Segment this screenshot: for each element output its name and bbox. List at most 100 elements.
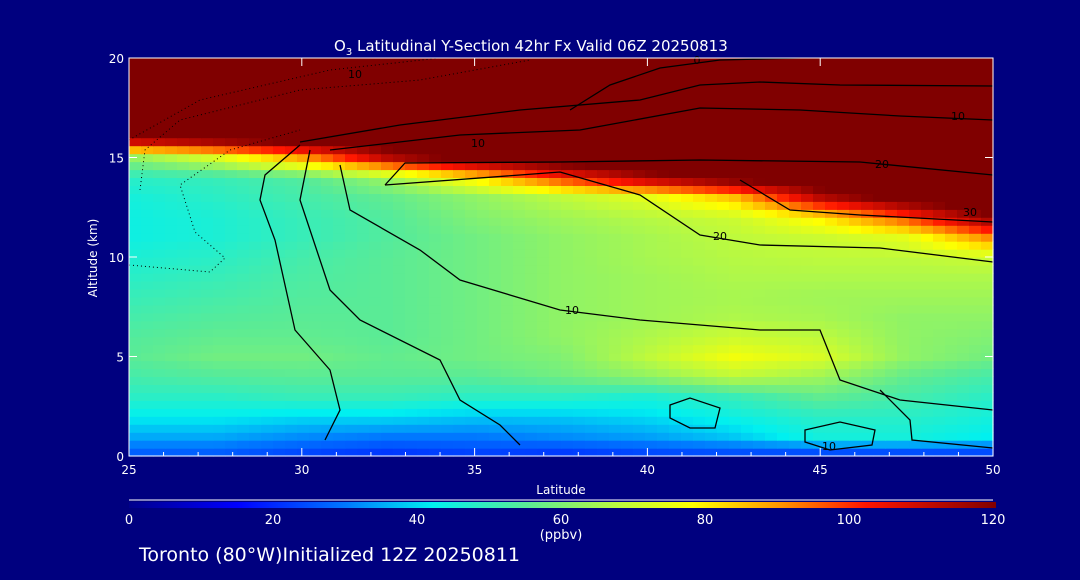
heatmap-cell xyxy=(837,89,850,99)
heatmap-cell xyxy=(357,153,370,163)
heatmap-cell xyxy=(969,153,982,163)
heatmap-cell xyxy=(261,209,274,218)
heatmap-cell xyxy=(225,400,238,409)
heatmap-cell xyxy=(429,241,442,250)
heatmap-cell xyxy=(393,408,406,417)
x-tick-label: 45 xyxy=(813,463,828,477)
heatmap-cell xyxy=(669,448,682,457)
heatmap-cell xyxy=(405,376,418,385)
heatmap-cell xyxy=(729,58,742,67)
heatmap-cell xyxy=(321,328,334,338)
heatmap-cell xyxy=(429,145,442,155)
heatmap-cell xyxy=(921,113,934,123)
heatmap-cell xyxy=(621,265,634,274)
heatmap-cell xyxy=(369,249,382,258)
heatmap-cell xyxy=(621,121,634,131)
heatmap-cell xyxy=(297,73,310,83)
heatmap-cell xyxy=(441,265,454,274)
heatmap-cell xyxy=(249,233,262,242)
heatmap-cell xyxy=(585,66,598,75)
heatmap-cell xyxy=(153,201,166,210)
heatmap-cell xyxy=(465,58,478,67)
heatmap-cell xyxy=(261,145,274,155)
heatmap-cell xyxy=(729,440,742,449)
heatmap-cell xyxy=(489,288,502,298)
heatmap-cell xyxy=(177,89,190,99)
heatmap-cell xyxy=(585,432,598,441)
heatmap-cell xyxy=(441,58,454,67)
heatmap-cell xyxy=(813,97,826,107)
heatmap-cell xyxy=(141,448,154,457)
heatmap-cell xyxy=(273,384,286,393)
heatmap-cell xyxy=(237,352,250,362)
heatmap-cell xyxy=(513,312,526,322)
heatmap-cell xyxy=(333,241,346,250)
heatmap-cell xyxy=(693,153,706,163)
heatmap-cell xyxy=(477,73,490,83)
heatmap-cell xyxy=(885,185,898,194)
heatmap-cell xyxy=(645,280,658,290)
heatmap-cell xyxy=(525,448,538,457)
heatmap-cell xyxy=(789,384,802,393)
heatmap-cell xyxy=(513,408,526,417)
heatmap-cell xyxy=(441,336,454,346)
heatmap-cell xyxy=(189,320,202,330)
heatmap-cell xyxy=(645,233,658,242)
heatmap-cell xyxy=(129,384,142,393)
heatmap-cell xyxy=(441,113,454,123)
heatmap-cell xyxy=(129,201,142,210)
heatmap-cell xyxy=(585,113,598,123)
heatmap-cell xyxy=(657,121,670,131)
heatmap-cell xyxy=(969,432,982,441)
heatmap-cell xyxy=(393,416,406,425)
heatmap-cell xyxy=(129,336,142,346)
heatmap-cell xyxy=(693,312,706,322)
heatmap-cell xyxy=(717,328,730,338)
heatmap-cell xyxy=(513,368,526,377)
heatmap-cell xyxy=(801,81,814,91)
heatmap-cell xyxy=(369,73,382,83)
heatmap-cell xyxy=(477,81,490,91)
heatmap-cell xyxy=(981,161,994,171)
heatmap-cell xyxy=(285,233,298,242)
heatmap-cell xyxy=(693,392,706,401)
heatmap-cell xyxy=(969,408,982,417)
dotted-contours xyxy=(128,57,531,273)
heatmap-cell xyxy=(645,352,658,362)
heatmap-cell xyxy=(405,145,418,155)
heatmap-cell xyxy=(897,304,910,314)
heatmap-cell xyxy=(657,328,670,338)
heatmap-cell xyxy=(261,201,274,210)
heatmap-cell xyxy=(789,66,802,75)
heatmap-cell xyxy=(933,89,946,99)
heatmap-cell xyxy=(633,392,646,401)
heatmap-cell xyxy=(213,416,226,425)
heatmap-cell xyxy=(537,161,550,171)
heatmap-cell xyxy=(345,193,358,202)
heatmap-cell xyxy=(909,360,922,370)
heatmap-cell xyxy=(609,201,622,210)
heatmap-cell xyxy=(465,66,478,75)
heatmap-cell xyxy=(309,416,322,425)
heatmap-cell xyxy=(885,352,898,362)
heatmap-cell xyxy=(753,233,766,242)
heatmap-cell xyxy=(885,97,898,107)
heatmap-cell xyxy=(957,416,970,425)
heatmap-cell xyxy=(285,58,298,67)
heatmap-cell xyxy=(645,344,658,354)
heatmap-cell xyxy=(681,376,694,385)
heatmap-cell xyxy=(729,448,742,457)
heatmap-cell xyxy=(285,352,298,362)
heatmap-cell xyxy=(225,201,238,210)
heatmap-cell xyxy=(969,105,982,115)
heatmap-cell xyxy=(957,193,970,202)
heatmap-cell xyxy=(225,416,238,425)
heatmap-cell xyxy=(561,328,574,338)
heatmap-cell xyxy=(345,368,358,377)
heatmap-cell xyxy=(609,249,622,258)
heatmap-cell xyxy=(297,296,310,306)
heatmap-cell xyxy=(825,145,838,155)
heatmap-cell xyxy=(621,368,634,377)
heatmap-cell xyxy=(309,400,322,409)
heatmap-cell xyxy=(813,249,826,258)
